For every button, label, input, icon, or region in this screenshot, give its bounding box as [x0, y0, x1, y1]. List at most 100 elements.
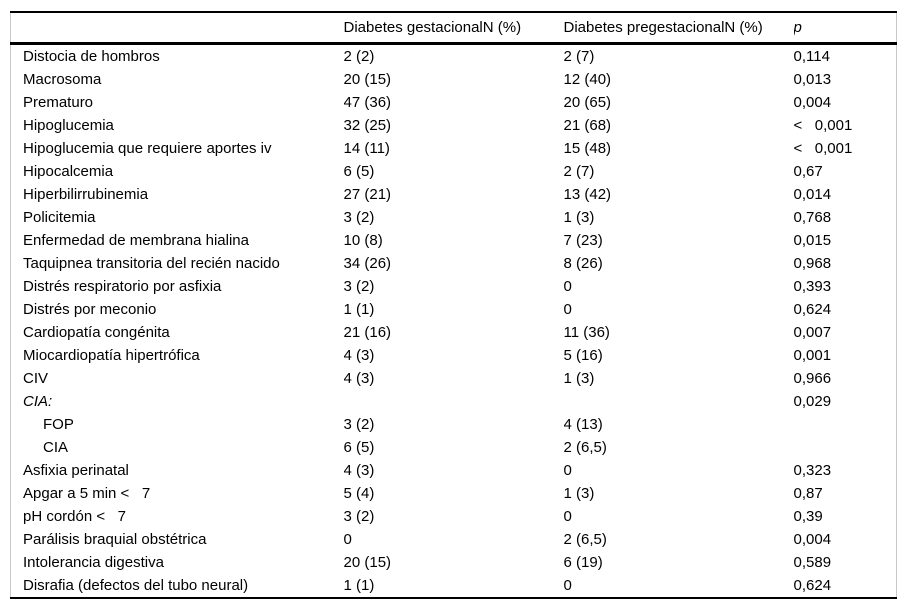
cell-pregestational-value: 15 (48): [563, 140, 612, 157]
header-row: Diabetes gestacionalN (%) Diabetes prege…: [10, 12, 897, 44]
cell-gestational-value: 10 (8): [343, 232, 383, 249]
cell-condition: Hipoglucemia: [23, 117, 114, 134]
table-row: CIA: 0,029: [11, 390, 897, 413]
cell-pregestational-value: 1 (3): [563, 370, 595, 387]
cell-pregestational-value: 20 (65): [563, 94, 612, 111]
cell-pregestational-value: 12 (40): [563, 71, 612, 88]
table-row: Hipocalcemia 6 (5) 2 (7) 0,67: [11, 160, 897, 183]
cell-pregestational-value: 0: [563, 462, 572, 479]
cell-gestational-value: 3 (2): [343, 209, 375, 226]
cell-condition: Hiperbilirrubinemia: [23, 186, 149, 203]
cell-p-value: 0,013: [793, 71, 832, 88]
cell-pregestational-value: 0: [563, 278, 572, 295]
cell-p-value: [794, 436, 897, 459]
table-row: CIA 6 (5) 2 (6,5): [11, 436, 897, 459]
header-gestational-diabetes: Diabetes gestacionalN (%): [343, 19, 522, 36]
cell-p-value: < 0,001: [793, 140, 853, 157]
cell-gestational-value: 14 (11): [343, 140, 390, 157]
cell-condition: Prematuro: [23, 94, 94, 111]
cell-condition: Distrés respiratorio por asfixia: [23, 278, 222, 295]
cell-condition: Hipocalcemia: [23, 163, 114, 180]
cell-pregestational-value: 1 (3): [563, 485, 595, 502]
header-pregestational-diabetes: Diabetes pregestacionalN (%): [563, 19, 763, 36]
table-body: Distocia de hombros 2 (2) 2 (7) 0,114 Ma…: [11, 44, 897, 599]
cell-condition: Enfermedad de membrana hialina: [23, 232, 249, 249]
cell-gestational-value: [344, 390, 564, 413]
cell-p-value: 0,589: [793, 554, 832, 571]
table-row: Miocardiopatía hipertrófica 4 (3) 5 (16)…: [11, 344, 897, 367]
cell-p-value: 0,39: [793, 508, 823, 525]
cell-condition: FOP: [43, 416, 74, 433]
table-row: CIV 4 (3) 1 (3) 0,966: [11, 367, 897, 390]
cell-p-value: 0,114: [793, 48, 830, 65]
cell-p-value: 0,014: [793, 186, 832, 203]
cell-p-value: 0,624: [793, 577, 832, 594]
cell-p-value: 0,323: [793, 462, 832, 479]
table-row: Parálisis braquial obstétrica 0 2 (6,5) …: [11, 528, 897, 551]
table-row: Hipoglucemia que requiere aportes iv 14 …: [11, 137, 897, 160]
cell-pregestational-value: 1 (3): [563, 209, 595, 226]
cell-p-value: 0,968: [793, 255, 832, 272]
cell-condition: Disrafia (defectos del tubo neural): [23, 577, 249, 594]
cell-condition: Taquipnea transitoria del recién nacido: [23, 255, 280, 272]
cell-p-value: 0,029: [793, 393, 832, 410]
cell-gestational-value: 2 (2): [343, 48, 375, 65]
cell-p-value: 0,001: [793, 347, 832, 364]
table-row: pH cordón < 7 3 (2) 0 0,39: [11, 505, 897, 528]
cell-condition: Policitemia: [23, 209, 96, 226]
cell-p-value: 0,004: [793, 531, 832, 548]
cell-gestational-value: 0: [343, 531, 352, 548]
cell-gestational-value: 3 (2): [343, 278, 375, 295]
cell-pregestational-value: [564, 390, 794, 413]
cell-condition: Miocardiopatía hipertrófica: [23, 347, 200, 364]
table-row: Enfermedad de membrana hialina 10 (8) 7 …: [11, 229, 897, 252]
cell-condition: CIA:: [23, 393, 53, 410]
table-row: Disrafia (defectos del tubo neural) 1 (1…: [11, 574, 897, 598]
cell-p-value: 0,007: [793, 324, 832, 341]
cell-condition: Intolerancia digestiva: [23, 554, 164, 571]
cell-pregestational-value: 4 (13): [563, 416, 603, 433]
cell-p-value: 0,393: [793, 278, 832, 295]
cell-p-value: 0,87: [793, 485, 823, 502]
cell-gestational-value: 3 (2): [343, 416, 375, 433]
table-row: Prematuro 47 (36) 20 (65) 0,004: [11, 91, 897, 114]
cell-gestational-value: 21 (16): [343, 324, 392, 341]
cell-condition: CIA: [43, 439, 69, 456]
table-row: FOP 3 (2) 4 (13): [11, 413, 897, 436]
cell-condition: Asfixia perinatal: [23, 462, 129, 479]
cell-pregestational-value: 2 (7): [563, 48, 595, 65]
header-condition: [11, 12, 344, 44]
cell-gestational-value: 5 (4): [343, 485, 375, 502]
cell-pregestational-value: 6 (19): [563, 554, 603, 571]
cell-gestational-value: 32 (25): [343, 117, 392, 134]
cell-condition: pH cordón < 7: [23, 508, 126, 525]
table-row: Taquipnea transitoria del recién nacido …: [11, 252, 897, 275]
cell-pregestational-value: 11 (36): [563, 324, 610, 341]
cell-pregestational-value: 2 (6,5): [563, 531, 607, 548]
cell-condition: Parálisis braquial obstétrica: [23, 531, 207, 548]
cell-pregestational-value: 0: [563, 577, 572, 594]
cell-condition: Distrés por meconio: [23, 301, 157, 318]
cell-condition: Macrosoma: [23, 71, 102, 88]
cell-gestational-value: 6 (5): [343, 163, 375, 180]
cell-pregestational-value: 2 (7): [563, 163, 595, 180]
table-row: Hipoglucemia 32 (25) 21 (68) < 0,001: [11, 114, 897, 137]
cell-condition: CIV: [23, 370, 49, 387]
cell-gestational-value: 1 (1): [343, 301, 375, 318]
table-row: Cardiopatía congénita 21 (16) 11 (36) 0,…: [11, 321, 897, 344]
table-row: Distocia de hombros 2 (2) 2 (7) 0,114: [11, 44, 897, 69]
cell-pregestational-value: 13 (42): [563, 186, 612, 203]
cell-gestational-value: 27 (21): [343, 186, 392, 203]
cell-pregestational-value: 0: [563, 508, 572, 525]
cell-pregestational-value: 7 (23): [563, 232, 603, 249]
cell-gestational-value: 20 (15): [343, 554, 392, 571]
cell-p-value: 0,004: [793, 94, 832, 111]
cell-gestational-value: 4 (3): [343, 370, 375, 387]
cell-condition: Hipoglucemia que requiere aportes iv: [23, 140, 272, 157]
cell-gestational-value: 4 (3): [343, 462, 375, 479]
cell-gestational-value: 4 (3): [343, 347, 375, 364]
cell-condition: Distocia de hombros: [23, 48, 160, 65]
cell-gestational-value: 34 (26): [343, 255, 392, 272]
table-row: Distrés respiratorio por asfixia 3 (2) 0…: [11, 275, 897, 298]
